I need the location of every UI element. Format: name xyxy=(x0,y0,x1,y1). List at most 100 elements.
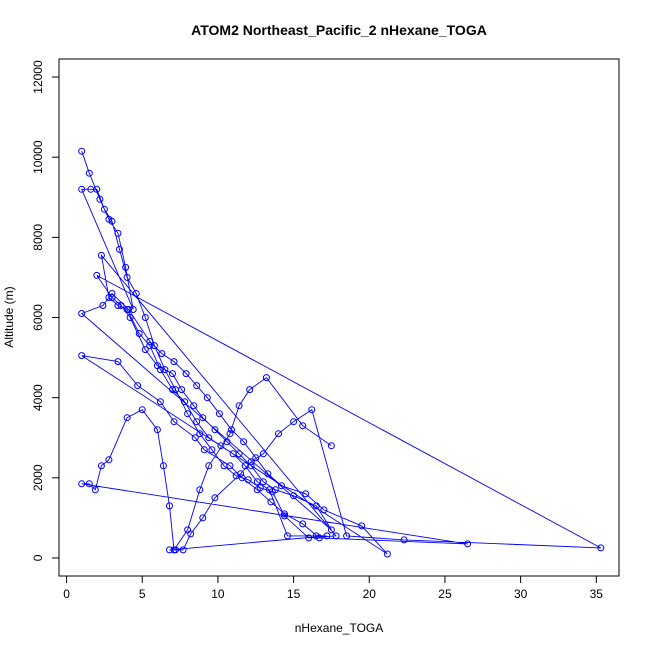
data-point xyxy=(156,398,164,406)
x-tick-label: 30 xyxy=(514,587,528,601)
data-point xyxy=(191,434,199,442)
data-point xyxy=(182,370,190,378)
data-point xyxy=(226,462,234,470)
data-point xyxy=(247,462,255,470)
data-point xyxy=(150,342,158,350)
chart-title: ATOM2 Northeast_Pacific_2 nHexane_TOGA xyxy=(191,22,487,38)
y-axis-label: Altitude (m) xyxy=(2,286,16,347)
data-point xyxy=(146,342,154,350)
data-point xyxy=(97,251,105,259)
data-point xyxy=(278,482,285,490)
data-point xyxy=(153,362,161,370)
data-point xyxy=(97,462,105,470)
data-point xyxy=(170,358,178,366)
data-points xyxy=(78,147,605,558)
data-point xyxy=(327,442,335,450)
x-tick-label: 10 xyxy=(211,587,225,601)
data-point xyxy=(284,532,291,540)
y-tick-label: 2000 xyxy=(31,464,45,491)
data-point xyxy=(327,526,335,534)
data-point xyxy=(302,490,310,498)
data-point xyxy=(181,398,189,406)
y-tick-label: 10000 xyxy=(31,140,45,174)
data-point xyxy=(96,195,104,203)
data-point xyxy=(135,330,143,337)
data-point xyxy=(125,306,133,313)
data-point xyxy=(252,454,260,462)
data-point xyxy=(253,486,261,494)
x-axis-label: nHexane_TOGA xyxy=(295,621,384,635)
data-point xyxy=(232,472,240,480)
data-point xyxy=(247,458,255,466)
data-point xyxy=(78,310,86,317)
data-point xyxy=(308,406,316,414)
data-point xyxy=(122,263,130,271)
data-point xyxy=(358,522,366,530)
data-point xyxy=(134,382,142,390)
data-point xyxy=(78,480,86,488)
data-point xyxy=(91,486,99,494)
data-point xyxy=(275,430,282,438)
data-point xyxy=(114,229,122,237)
data-point xyxy=(315,534,323,542)
data-point xyxy=(228,426,235,434)
data-point xyxy=(597,544,605,552)
data-point xyxy=(281,512,288,520)
data-point xyxy=(235,402,243,410)
y-tick-label: 4000 xyxy=(31,384,45,411)
plot-frame xyxy=(58,58,620,577)
data-point xyxy=(193,382,201,390)
data-point xyxy=(146,338,154,345)
data-point xyxy=(105,456,113,464)
y-tick-label: 0 xyxy=(31,554,45,561)
data-point xyxy=(223,438,231,446)
x-axis: 0 5 10 15 20 25 30 35 xyxy=(63,575,603,601)
data-point xyxy=(264,470,272,478)
data-point xyxy=(217,442,225,450)
data-point xyxy=(85,480,93,488)
data-point xyxy=(99,302,107,309)
data-point xyxy=(323,532,331,540)
data-point xyxy=(208,446,216,454)
data-point xyxy=(141,346,149,354)
data-point xyxy=(205,462,213,470)
data-point xyxy=(114,302,122,309)
data-point xyxy=(305,534,313,542)
x-tick-label: 25 xyxy=(438,587,452,601)
data-point xyxy=(116,245,123,253)
data-point xyxy=(169,386,176,394)
data-point xyxy=(290,418,298,426)
data-point xyxy=(199,514,207,522)
data-point xyxy=(170,546,178,554)
data-point xyxy=(205,434,213,442)
data-point xyxy=(184,526,192,534)
y-tick-label: 8000 xyxy=(31,224,45,251)
data-point xyxy=(184,410,192,418)
data-point xyxy=(196,486,204,494)
data-point xyxy=(179,546,187,554)
x-tick-label: 20 xyxy=(363,587,377,601)
data-point xyxy=(203,394,211,402)
data-point xyxy=(161,366,169,374)
data-point xyxy=(78,147,86,155)
data-point xyxy=(271,486,279,494)
data-point xyxy=(141,314,149,321)
data-point xyxy=(78,185,86,193)
data-point xyxy=(117,302,125,309)
data-point xyxy=(123,414,131,422)
data-point xyxy=(299,422,307,430)
data-point xyxy=(166,502,173,510)
data-point xyxy=(196,430,204,438)
data-point xyxy=(312,502,320,510)
data-point xyxy=(281,510,288,518)
data-point xyxy=(170,418,178,426)
data-point xyxy=(200,446,208,454)
data-point xyxy=(169,370,176,378)
data-point xyxy=(226,430,234,438)
x-tick-label: 0 xyxy=(63,587,70,601)
data-point xyxy=(78,352,86,360)
data-point xyxy=(123,273,131,281)
data-point xyxy=(199,414,207,422)
data-point xyxy=(108,294,116,301)
